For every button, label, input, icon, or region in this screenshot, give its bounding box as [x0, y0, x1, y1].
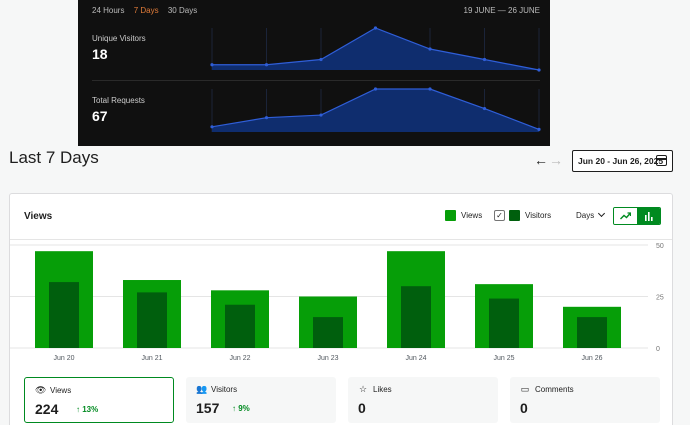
- legend-views-label: Views: [461, 211, 483, 220]
- eye-icon: 👁: [35, 385, 47, 395]
- views-swatch: [445, 210, 456, 221]
- x-tick-label: Jun 23: [317, 355, 338, 362]
- chevron-down-icon: [598, 209, 606, 218]
- tab-7-days[interactable]: 7 Days: [133, 6, 159, 15]
- date-range-button[interactable]: Jun 20 - Jun 26, 2025: [572, 150, 673, 172]
- views-bar-chart: 50 25 0 Jun 20 Jun 21 Jun 22 Jun 23 Jun 24 Jun 2…: [10, 243, 664, 362]
- stat-comments[interactable]: ▭ Comments 0: [510, 377, 660, 423]
- panel-date-range: 19 JUNE — 26 JUNE: [463, 6, 540, 15]
- sparkline-point: [537, 68, 541, 72]
- legend-views: Views: [445, 210, 482, 221]
- x-tick-label: Jun 22: [229, 355, 250, 362]
- sparkline-point: [319, 57, 323, 62]
- tab-30-days[interactable]: 30 Days: [167, 6, 198, 15]
- y-tick-label: 50: [656, 243, 664, 250]
- people-icon: 👥: [196, 384, 208, 394]
- visitors-bar[interactable]: [489, 298, 519, 348]
- sparkline-point: [264, 116, 269, 120]
- stat-views-value: 224: [35, 401, 59, 417]
- stat-visitors[interactable]: 👥 Visitors 157 ↑ 9%: [186, 377, 336, 423]
- previous-period-button[interactable]: ←: [534, 152, 548, 168]
- line-chart-button[interactable]: [614, 208, 637, 224]
- visitors-swatch: [509, 210, 520, 221]
- legend-visitors-label: Visitors: [525, 211, 552, 220]
- sparkline-point: [373, 26, 378, 30]
- sparkline-area: [212, 28, 539, 70]
- visitors-bar[interactable]: [225, 304, 255, 348]
- sparkline-point: [482, 57, 487, 62]
- date-range-label: Jun 20 - Jun 26, 2025: [578, 156, 664, 166]
- comment-icon: ▭: [520, 384, 530, 394]
- y-tick-label: 0: [656, 346, 660, 353]
- stat-comments-label: Comments: [535, 385, 574, 394]
- next-period-button[interactable]: →: [549, 152, 563, 168]
- analytics-panel: 24 Hours 7 Days 30 Days 19 JUNE — 26 JUN…: [78, 0, 550, 146]
- x-tick-label: Jun 20: [53, 355, 74, 362]
- y-tick-label: 25: [656, 295, 664, 302]
- period-tabs: 24 Hours 7 Days 30 Days: [92, 6, 204, 15]
- sparkline-point: [537, 127, 541, 131]
- chart-type-toggle: [613, 207, 661, 225]
- views-card: Views Views ✓ Visitors Days 50 25 0 Jun 20 J…: [9, 193, 673, 425]
- unique-visitors-label: Unique Visitors: [92, 34, 146, 43]
- stat-visitors-label: Visitors: [211, 385, 238, 394]
- calendar-icon: [656, 155, 667, 166]
- visitors-bar[interactable]: [313, 317, 343, 348]
- total-requests-label: Total Requests: [92, 96, 145, 105]
- stat-views[interactable]: 👁 Views 224 ↑ 13%: [24, 377, 174, 423]
- unique-visitors-value: 18: [92, 46, 108, 62]
- sparkline-point: [319, 113, 323, 117]
- sparkline-point: [210, 63, 214, 67]
- x-tick-label: Jun 25: [493, 355, 514, 362]
- sparkline-point: [482, 106, 487, 111]
- stat-comments-value: 0: [520, 400, 528, 416]
- card-divider: [10, 239, 672, 240]
- tab-24-hours[interactable]: 24 Hours: [92, 6, 125, 15]
- bar-chart-icon: [645, 211, 653, 221]
- stat-visitors-delta: ↑ 9%: [232, 404, 250, 413]
- period-select[interactable]: Days: [576, 209, 606, 220]
- sparkline-point: [264, 63, 269, 67]
- stat-likes-value: 0: [358, 400, 366, 416]
- sparkline-area: [212, 89, 539, 132]
- total-requests-value: 67: [92, 108, 108, 124]
- x-tick-label: Jun 24: [405, 355, 426, 362]
- card-title: Views: [24, 211, 53, 222]
- trending-up-icon: [620, 212, 631, 220]
- divider: [92, 80, 540, 81]
- stat-views-delta: ↑ 13%: [76, 405, 99, 414]
- visitors-checkbox[interactable]: ✓: [494, 210, 505, 221]
- visitors-bar[interactable]: [577, 317, 607, 348]
- visitors-bar[interactable]: [49, 282, 79, 348]
- period-select-label: Days: [576, 211, 595, 220]
- visitors-bar[interactable]: [401, 286, 431, 348]
- x-tick-label: Jun 21: [141, 355, 162, 362]
- sparkline-point: [428, 87, 432, 91]
- stat-views-label: Views: [50, 386, 72, 395]
- stat-likes-label: Likes: [373, 385, 392, 394]
- star-icon: ☆: [358, 384, 368, 394]
- bar-chart-button[interactable]: [637, 208, 660, 224]
- sparkline-charts: [210, 26, 541, 132]
- visitors-bar[interactable]: [137, 292, 167, 348]
- stat-likes[interactable]: ☆ Likes 0: [348, 377, 498, 423]
- page-title: Last 7 Days: [9, 148, 99, 167]
- sparkline-point: [210, 125, 214, 129]
- sparkline-point: [373, 87, 378, 91]
- x-tick-label: Jun 26: [581, 355, 602, 362]
- legend-visitors[interactable]: ✓ Visitors: [494, 210, 551, 221]
- stat-visitors-value: 157: [196, 400, 220, 416]
- sparkline-point: [428, 47, 432, 51]
